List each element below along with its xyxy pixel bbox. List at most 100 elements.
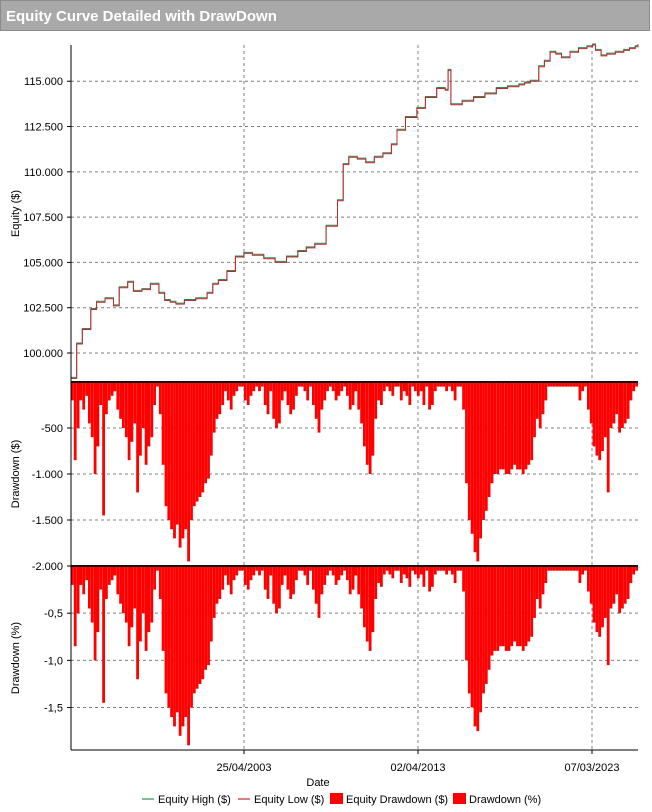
dd-dollar-drawdown-bar (357, 382, 361, 410)
dd-dollar-drawdown-bar (329, 382, 332, 387)
dd-dollar-drawdown-bar (238, 382, 242, 387)
dd-dollar-drawdown-bar (320, 382, 324, 410)
dd-pct-drawdown-bar (283, 566, 287, 576)
dd-dollar-drawdown-bar (416, 382, 420, 396)
dd-pct-drawdown-bar (300, 566, 304, 571)
dd-pct-drawdown-bar (570, 566, 573, 571)
dd-pct-drawdown-bar (484, 566, 488, 684)
dd-pct-drawdown-bar (280, 566, 284, 585)
dd-dollar-drawdown-bar (226, 382, 230, 401)
dd-pct-drawdown-bar (204, 566, 207, 670)
dd-dollar-drawdown-bar (490, 382, 494, 484)
dd-pct-drawdown-bar (246, 566, 250, 590)
dd-pct-drawdown-bar (533, 566, 536, 618)
dd-pct-drawdown-bar (504, 566, 508, 651)
dd-pct-drawdown-bar (499, 566, 502, 647)
dd-dollar-drawdown-bar (113, 382, 117, 392)
dd-pct-drawdown-bar (365, 566, 369, 642)
dd-pct-drawdown-bar (158, 566, 162, 599)
dd-pct-drawdown-bar (487, 566, 491, 670)
dd-dollar-drawdown-bar (246, 382, 250, 405)
dd-dollar-drawdown-bar (425, 382, 429, 387)
dd-dollar-drawdown-bar (533, 382, 536, 438)
dd-dollar-drawdown-bar (255, 382, 259, 387)
dd-dollar-ytick-label: -2.000 (32, 561, 63, 573)
dd-dollar-drawdown-bar (354, 382, 358, 392)
dd-dollar-drawdown-bar (382, 382, 386, 392)
dd-pct-drawdown-bar (232, 566, 236, 581)
dd-pct-drawdown-bar (459, 566, 463, 571)
dd-pct-drawdown-bar (340, 566, 344, 576)
dd-dollar-drawdown-bar (499, 382, 502, 470)
dd-dollar-drawdown-bar (181, 382, 185, 539)
dd-pct-drawdown-bar (615, 566, 619, 595)
dd-pct-drawdown-bar (419, 566, 423, 575)
dd-pct-drawdown-bar (343, 566, 346, 571)
dd-dollar-drawdown-bar (184, 382, 188, 530)
dd-dollar-drawdown-bar (105, 382, 108, 415)
dd-dollar-drawdown-bar (334, 382, 338, 401)
dd-pct-drawdown-bar (351, 566, 355, 590)
dd-pct-drawdown-bar (241, 566, 244, 571)
dd-pct-drawdown-bar (496, 566, 500, 651)
dd-dollar-drawdown-bar (561, 382, 565, 387)
dd-pct-drawdown-bar (606, 566, 610, 666)
dd-pct-drawdown-bar (581, 566, 585, 575)
dd-dollar-drawdown-bar (558, 382, 562, 387)
dd-pct-drawdown-bar (102, 566, 105, 703)
dd-dollar-drawdown-bar (479, 382, 482, 539)
dd-pct-drawdown-bar (538, 566, 542, 609)
dd-dollar-drawdown-bar (575, 382, 579, 387)
dd-dollar-drawdown-bar (391, 382, 395, 396)
dd-pct-drawdown-bar (212, 566, 216, 618)
dd-dollar-drawdown-bar (584, 382, 587, 387)
dd-dollar-drawdown-bar (433, 382, 437, 392)
dd-pct-drawdown-bar (470, 566, 474, 708)
dd-pct-drawdown-bar (79, 566, 83, 585)
equity-ytick-label: 110.000 (24, 167, 63, 179)
dd-dollar-drawdown-bar (422, 382, 426, 405)
dd-pct-drawdown-bar (584, 566, 587, 571)
dd-dollar-drawdown-bar (578, 382, 582, 401)
dd-dollar-drawdown-bar (621, 382, 624, 428)
dd-dollar-drawdown-bar (99, 382, 103, 405)
dd-dollar-drawdown-bar (260, 382, 264, 387)
dd-dollar-drawdown-bar (280, 382, 284, 401)
dd-dollar-drawdown-bar (73, 382, 77, 461)
dd-pct-drawdown-bar (122, 566, 125, 614)
dd-pct-drawdown-bar (436, 566, 440, 571)
dd-pct-drawdown-bar (331, 566, 335, 576)
dd-dollar-drawdown-bar (136, 382, 139, 493)
dd-pct-drawdown-bar (402, 566, 406, 575)
dd-dollar-drawdown-bar (204, 382, 207, 484)
dd-dollar-drawdown-bar (405, 382, 409, 396)
dd-dollar-drawdown-bar (411, 382, 414, 387)
dd-pct-drawdown-bar (507, 566, 511, 651)
dd-dollar-drawdown-bar (530, 382, 534, 461)
dd-dollar-drawdown-bar (470, 382, 474, 534)
dd-dollar-drawdown-bar (119, 382, 122, 419)
dd-dollar-drawdown-bar (178, 382, 182, 548)
dd-dollar-drawdown-bar (340, 382, 344, 392)
dd-dollar-drawdown-bar (544, 382, 548, 401)
dd-dollar-drawdown-bar (141, 382, 145, 428)
dd-dollar-drawdown-bar (587, 382, 590, 410)
dd-dollar-drawdown-bar (170, 382, 173, 530)
dd-pct-drawdown-bar (96, 566, 100, 633)
dd-dollar-drawdown-bar (612, 382, 616, 424)
dd-pct-drawdown-bar (170, 566, 173, 717)
dd-dollar-drawdown-bar (496, 382, 500, 474)
dd-pct-drawdown-bar (127, 566, 131, 647)
dd-dollar-drawdown-bar (524, 382, 528, 470)
dd-pct-drawdown-bar (414, 566, 417, 575)
dd-pct-drawdown-bar (621, 566, 624, 609)
dd-dollar-drawdown-bar (363, 382, 366, 447)
dd-pct-drawdown-bar (431, 566, 434, 587)
dd-dollar-drawdown-bar (394, 382, 397, 387)
dd-dollar-drawdown-bar (133, 382, 137, 424)
dd-dollar-drawdown-bar (527, 382, 531, 465)
dd-dollar-drawdown-bar (173, 382, 176, 539)
dd-pct-drawdown-bar (501, 566, 505, 647)
dd-dollar-drawdown-bar (292, 382, 295, 410)
dd-dollar-drawdown-bar (632, 382, 636, 392)
